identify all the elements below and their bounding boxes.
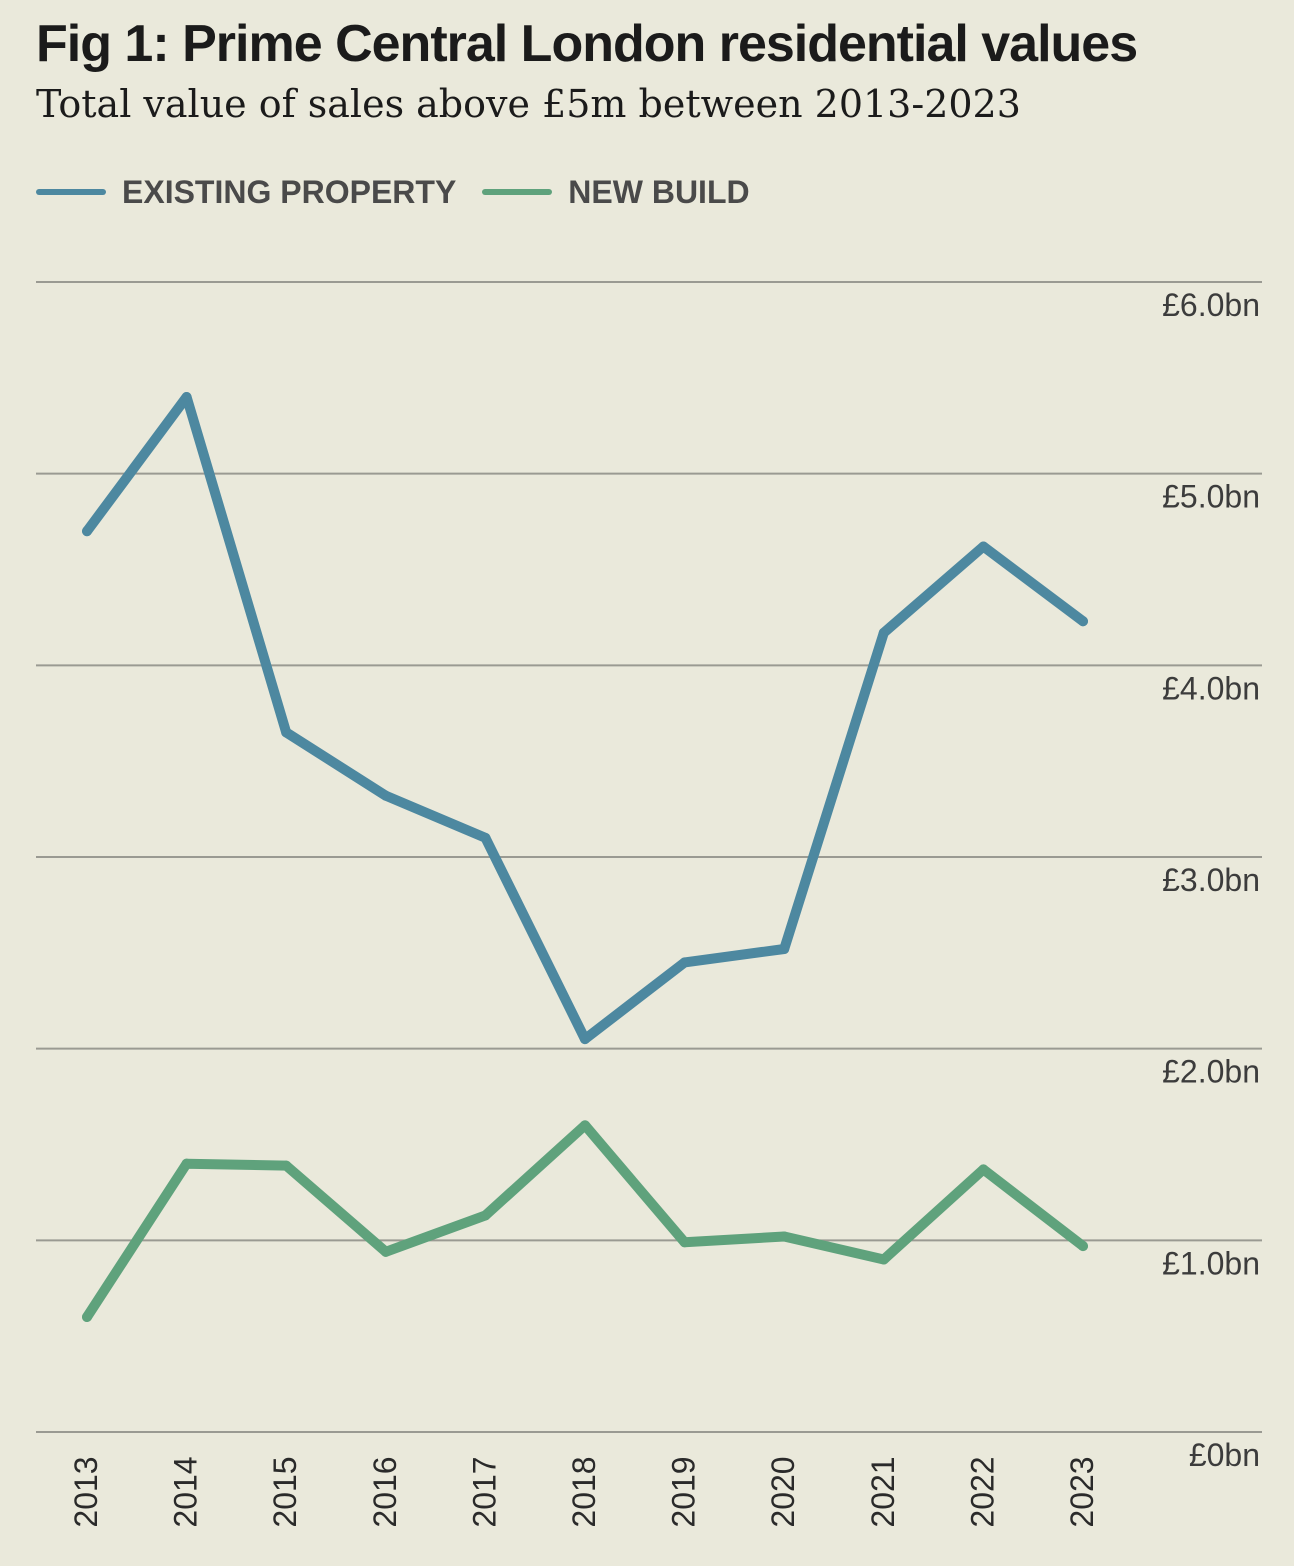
data-point-new-build-2016 <box>380 1246 391 1257</box>
y-tick-label-4: £4.0bn <box>1162 670 1260 706</box>
data-point-existing-property-2015 <box>281 727 292 738</box>
data-point-existing-property-2023 <box>1078 616 1088 627</box>
chart-subtitle: Total value of sales above £5m between 2… <box>36 82 1021 126</box>
data-point-existing-property-2018 <box>580 1034 590 1045</box>
data-point-new-build-2013 <box>82 1312 92 1322</box>
data-point-new-build-2019 <box>679 1237 690 1248</box>
legend-swatch-existing-property <box>36 189 106 195</box>
x-tick-label-2020: 2020 <box>765 1456 801 1527</box>
y-tick-label-0: £0bn <box>1189 1437 1260 1473</box>
data-point-existing-property-2021 <box>878 627 889 638</box>
x-tick-label-2021: 2021 <box>865 1456 901 1527</box>
y-tick-label-1: £1.0bn <box>1162 1245 1260 1281</box>
y-tick-label-6: £6.0bn <box>1162 287 1260 323</box>
data-point-new-build-2021 <box>878 1254 889 1265</box>
x-tick-label-2022: 2022 <box>964 1456 1000 1527</box>
data-point-existing-property-2020 <box>779 944 790 954</box>
y-tick-label-2: £2.0bn <box>1162 1054 1260 1090</box>
data-point-existing-property-2019 <box>679 957 690 968</box>
legend-item-existing-property: EXISTING PROPERTY <box>36 174 456 211</box>
data-point-new-build-2015 <box>281 1160 292 1171</box>
chart-legend: EXISTING PROPERTY NEW BUILD <box>36 172 776 212</box>
series-line-existing-property <box>82 392 1088 1045</box>
legend-label-existing-property: EXISTING PROPERTY <box>122 173 457 210</box>
x-tick-label-2014: 2014 <box>168 1456 204 1527</box>
data-point-new-build-2023 <box>1078 1241 1088 1252</box>
data-point-new-build-2018 <box>580 1120 590 1131</box>
data-point-existing-property-2022 <box>978 541 989 552</box>
x-tick-label-2023: 2023 <box>1064 1456 1100 1527</box>
y-tick-label-5: £5.0bn <box>1162 479 1260 515</box>
data-point-new-build-2014 <box>181 1158 192 1169</box>
data-point-existing-property-2017 <box>480 832 491 843</box>
x-tick-label-2016: 2016 <box>367 1456 403 1527</box>
data-point-existing-property-2014 <box>181 392 192 402</box>
data-point-new-build-2022 <box>978 1164 989 1175</box>
series-line-new-build <box>82 1120 1088 1322</box>
x-tick-label-2015: 2015 <box>267 1456 303 1527</box>
x-tick-label-2019: 2019 <box>666 1456 702 1527</box>
y-tick-label-3: £3.0bn <box>1162 862 1260 898</box>
legend-swatch-new-build <box>482 189 553 195</box>
chart-title: Fig 1: Prime Central London residential … <box>36 15 1138 73</box>
data-point-new-build-2017 <box>480 1210 491 1221</box>
x-tick-label-2018: 2018 <box>566 1456 602 1527</box>
x-tick-label-2017: 2017 <box>466 1456 502 1527</box>
data-point-existing-property-2013 <box>82 526 92 537</box>
x-tick-label-2013: 2013 <box>68 1456 104 1527</box>
legend-label-new-build: NEW BUILD <box>568 173 750 210</box>
data-point-new-build-2020 <box>779 1231 790 1242</box>
data-point-existing-property-2016 <box>380 790 391 801</box>
legend-item-new-build: NEW BUILD <box>482 173 750 211</box>
